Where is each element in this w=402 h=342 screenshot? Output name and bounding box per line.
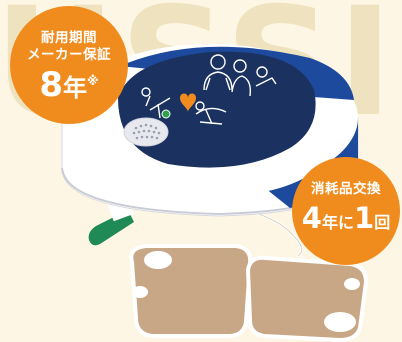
warranty-badge-line1: 耐用期間 — [41, 30, 97, 46]
status-light — [161, 109, 171, 119]
electrode-pads — [129, 244, 369, 342]
consumables-badge-line1: 消耗品交換 — [311, 181, 381, 197]
rescuer-pictogram — [141, 54, 277, 125]
consumables-count: 1 — [354, 201, 375, 235]
heart-icon — [180, 93, 196, 112]
warranty-years-unit: 年 — [63, 74, 87, 102]
warranty-note-mark: ※ — [87, 74, 99, 88]
warranty-badge-line2: メーカー保証 — [27, 47, 111, 63]
speaker-grille — [123, 117, 169, 147]
consumables-badge-frequency: 4年に1回 — [292, 203, 400, 238]
consumables-years-middle: 年に — [321, 213, 354, 232]
warranty-years-number: 8 — [39, 65, 63, 105]
consumables-years-number: 4 — [301, 201, 322, 235]
consumables-suffix: 回 — [374, 213, 391, 232]
warranty-badge: 耐用期間 メーカー保証 8年※ — [10, 6, 128, 124]
consumables-badge: 消耗品交換 4年に1回 — [292, 157, 400, 265]
warranty-badge-years: 8年※ — [10, 68, 128, 108]
